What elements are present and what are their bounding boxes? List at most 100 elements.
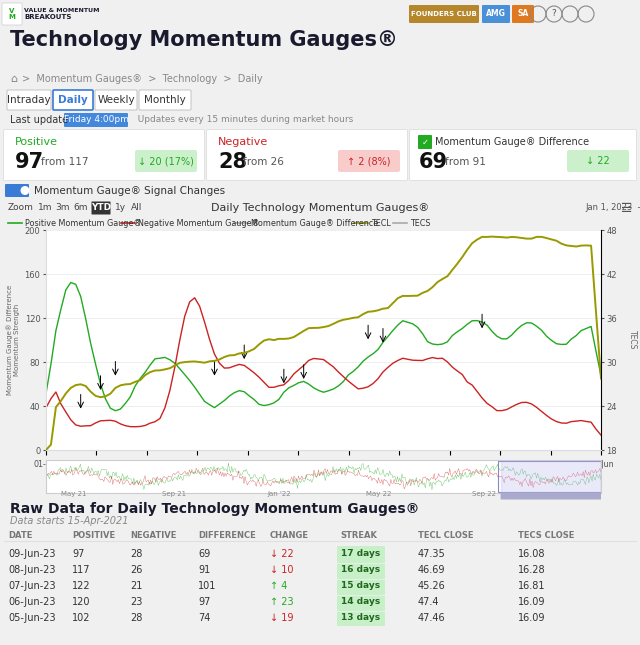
Text: May 22: May 22 [366,491,392,497]
FancyBboxPatch shape [139,90,191,110]
Text: 16.81: 16.81 [518,581,545,591]
Text: Jan 1, 2023  —  Jun 9, 2023: Jan 1, 2023 — Jun 9, 2023 [585,204,640,212]
Text: 97: 97 [15,152,44,172]
Text: from 91: from 91 [445,157,486,167]
Text: 28: 28 [130,613,142,623]
Text: 05-Jun-23: 05-Jun-23 [8,613,56,623]
Text: All: All [131,204,142,212]
Y-axis label: Momentum Gauge® Difference
Momentum Strength: Momentum Gauge® Difference Momentum Stre… [7,285,20,395]
Text: Technology Momentum Gauges®: Technology Momentum Gauges® [10,30,398,50]
Text: 16.08: 16.08 [518,549,545,559]
Text: 102: 102 [72,613,90,623]
Text: 16 days: 16 days [341,566,381,575]
Text: Sep 22: Sep 22 [472,491,497,497]
Text: Sep 21: Sep 21 [161,491,186,497]
Text: 47.4: 47.4 [418,597,440,607]
Text: Friday 4:00pm: Friday 4:00pm [63,115,129,124]
Text: Intraday: Intraday [7,95,51,105]
Text: 47.35: 47.35 [418,549,445,559]
Text: ↓ 20 (17%): ↓ 20 (17%) [138,156,194,166]
Text: Negative Momentum Gauge®: Negative Momentum Gauge® [138,219,259,228]
FancyBboxPatch shape [3,130,205,181]
Text: 23: 23 [130,597,142,607]
Text: 1y: 1y [115,204,126,212]
Text: TECL CLOSE: TECL CLOSE [418,530,474,539]
Text: BREAKOUTS: BREAKOUTS [24,14,72,20]
Text: Last update: Last update [10,115,68,125]
Text: 46.69: 46.69 [418,565,445,575]
Text: 21: 21 [130,581,142,591]
Text: 91: 91 [198,565,211,575]
Text: 16.09: 16.09 [518,597,545,607]
Text: TECS: TECS [410,219,430,228]
FancyBboxPatch shape [337,546,385,562]
Text: ↑ 4: ↑ 4 [270,581,287,591]
FancyBboxPatch shape [338,150,400,172]
Y-axis label: TECL
TECS: TECL TECS [628,330,640,350]
Circle shape [20,186,29,195]
FancyBboxPatch shape [337,610,385,626]
Text: ⌂: ⌂ [10,74,17,84]
Text: 17 days: 17 days [341,550,381,559]
Text: 6m: 6m [73,204,88,212]
Text: 16.09: 16.09 [518,613,545,623]
Text: from 26: from 26 [243,157,284,167]
FancyBboxPatch shape [337,578,385,594]
Text: May 21: May 21 [61,491,86,497]
Text: Zoom: Zoom [8,204,34,212]
Text: Momentum Gauge® Difference: Momentum Gauge® Difference [435,137,589,147]
Text: 74: 74 [198,613,211,623]
Text: DIFFERENCE: DIFFERENCE [198,530,256,539]
FancyBboxPatch shape [53,90,93,110]
Text: Jan '22: Jan '22 [268,491,291,497]
Text: 15 days: 15 days [341,582,381,591]
FancyBboxPatch shape [410,130,637,181]
Text: 120: 120 [72,597,90,607]
Text: 69: 69 [419,152,448,172]
Text: STREAK: STREAK [340,530,377,539]
Text: >  Momentum Gauges®  >  Technology  >  Daily: > Momentum Gauges® > Technology > Daily [22,74,262,84]
Text: Raw Data for Daily Technology Momentum Gauges®: Raw Data for Daily Technology Momentum G… [10,502,419,516]
Text: Daily Technology Momentum Gauges®: Daily Technology Momentum Gauges® [211,203,429,213]
Text: 28: 28 [130,549,142,559]
FancyBboxPatch shape [337,562,385,578]
Text: ✓: ✓ [422,137,429,146]
Text: 1m: 1m [38,204,52,212]
FancyBboxPatch shape [567,150,629,172]
FancyBboxPatch shape [2,3,22,25]
Text: CHANGE: CHANGE [270,530,309,539]
Text: Daily: Daily [58,95,88,105]
Text: DATE: DATE [8,530,33,539]
Text: 16.28: 16.28 [518,565,546,575]
Text: 28: 28 [218,152,247,172]
FancyBboxPatch shape [482,5,510,23]
Text: vmbreakouts.com: vmbreakouts.com [544,494,601,499]
FancyBboxPatch shape [500,493,602,499]
Text: ↓ 22: ↓ 22 [586,156,610,166]
Text: ↓ 19: ↓ 19 [270,613,294,623]
Text: 101: 101 [198,581,216,591]
Text: 14 days: 14 days [341,597,381,606]
Text: VALUE & MOMENTUM: VALUE & MOMENTUM [24,8,99,12]
Text: TECL: TECL [371,219,390,228]
FancyBboxPatch shape [337,594,385,610]
FancyBboxPatch shape [512,5,534,23]
Text: V
M: V M [8,8,15,20]
Text: 47.46: 47.46 [418,613,445,623]
Text: YTD: YTD [91,204,111,212]
Text: 09-Jun-23: 09-Jun-23 [8,549,56,559]
FancyBboxPatch shape [418,135,432,149]
Text: Positive Momentum Gauge®: Positive Momentum Gauge® [25,219,141,228]
Text: FOUNDERS CLUB: FOUNDERS CLUB [411,11,477,17]
Text: 07-Jun-23: 07-Jun-23 [8,581,56,591]
Text: ?: ? [552,10,556,19]
Text: 45.26: 45.26 [418,581,445,591]
Text: 122: 122 [72,581,91,591]
FancyBboxPatch shape [5,184,29,197]
FancyBboxPatch shape [135,150,197,172]
Text: Momentum Gauge® Difference: Momentum Gauge® Difference [251,219,378,228]
Text: Updates every 15 minutes during market hours: Updates every 15 minutes during market h… [132,115,353,124]
Text: ↓ 10: ↓ 10 [270,565,294,575]
FancyBboxPatch shape [95,90,137,110]
Text: 69: 69 [198,549,211,559]
